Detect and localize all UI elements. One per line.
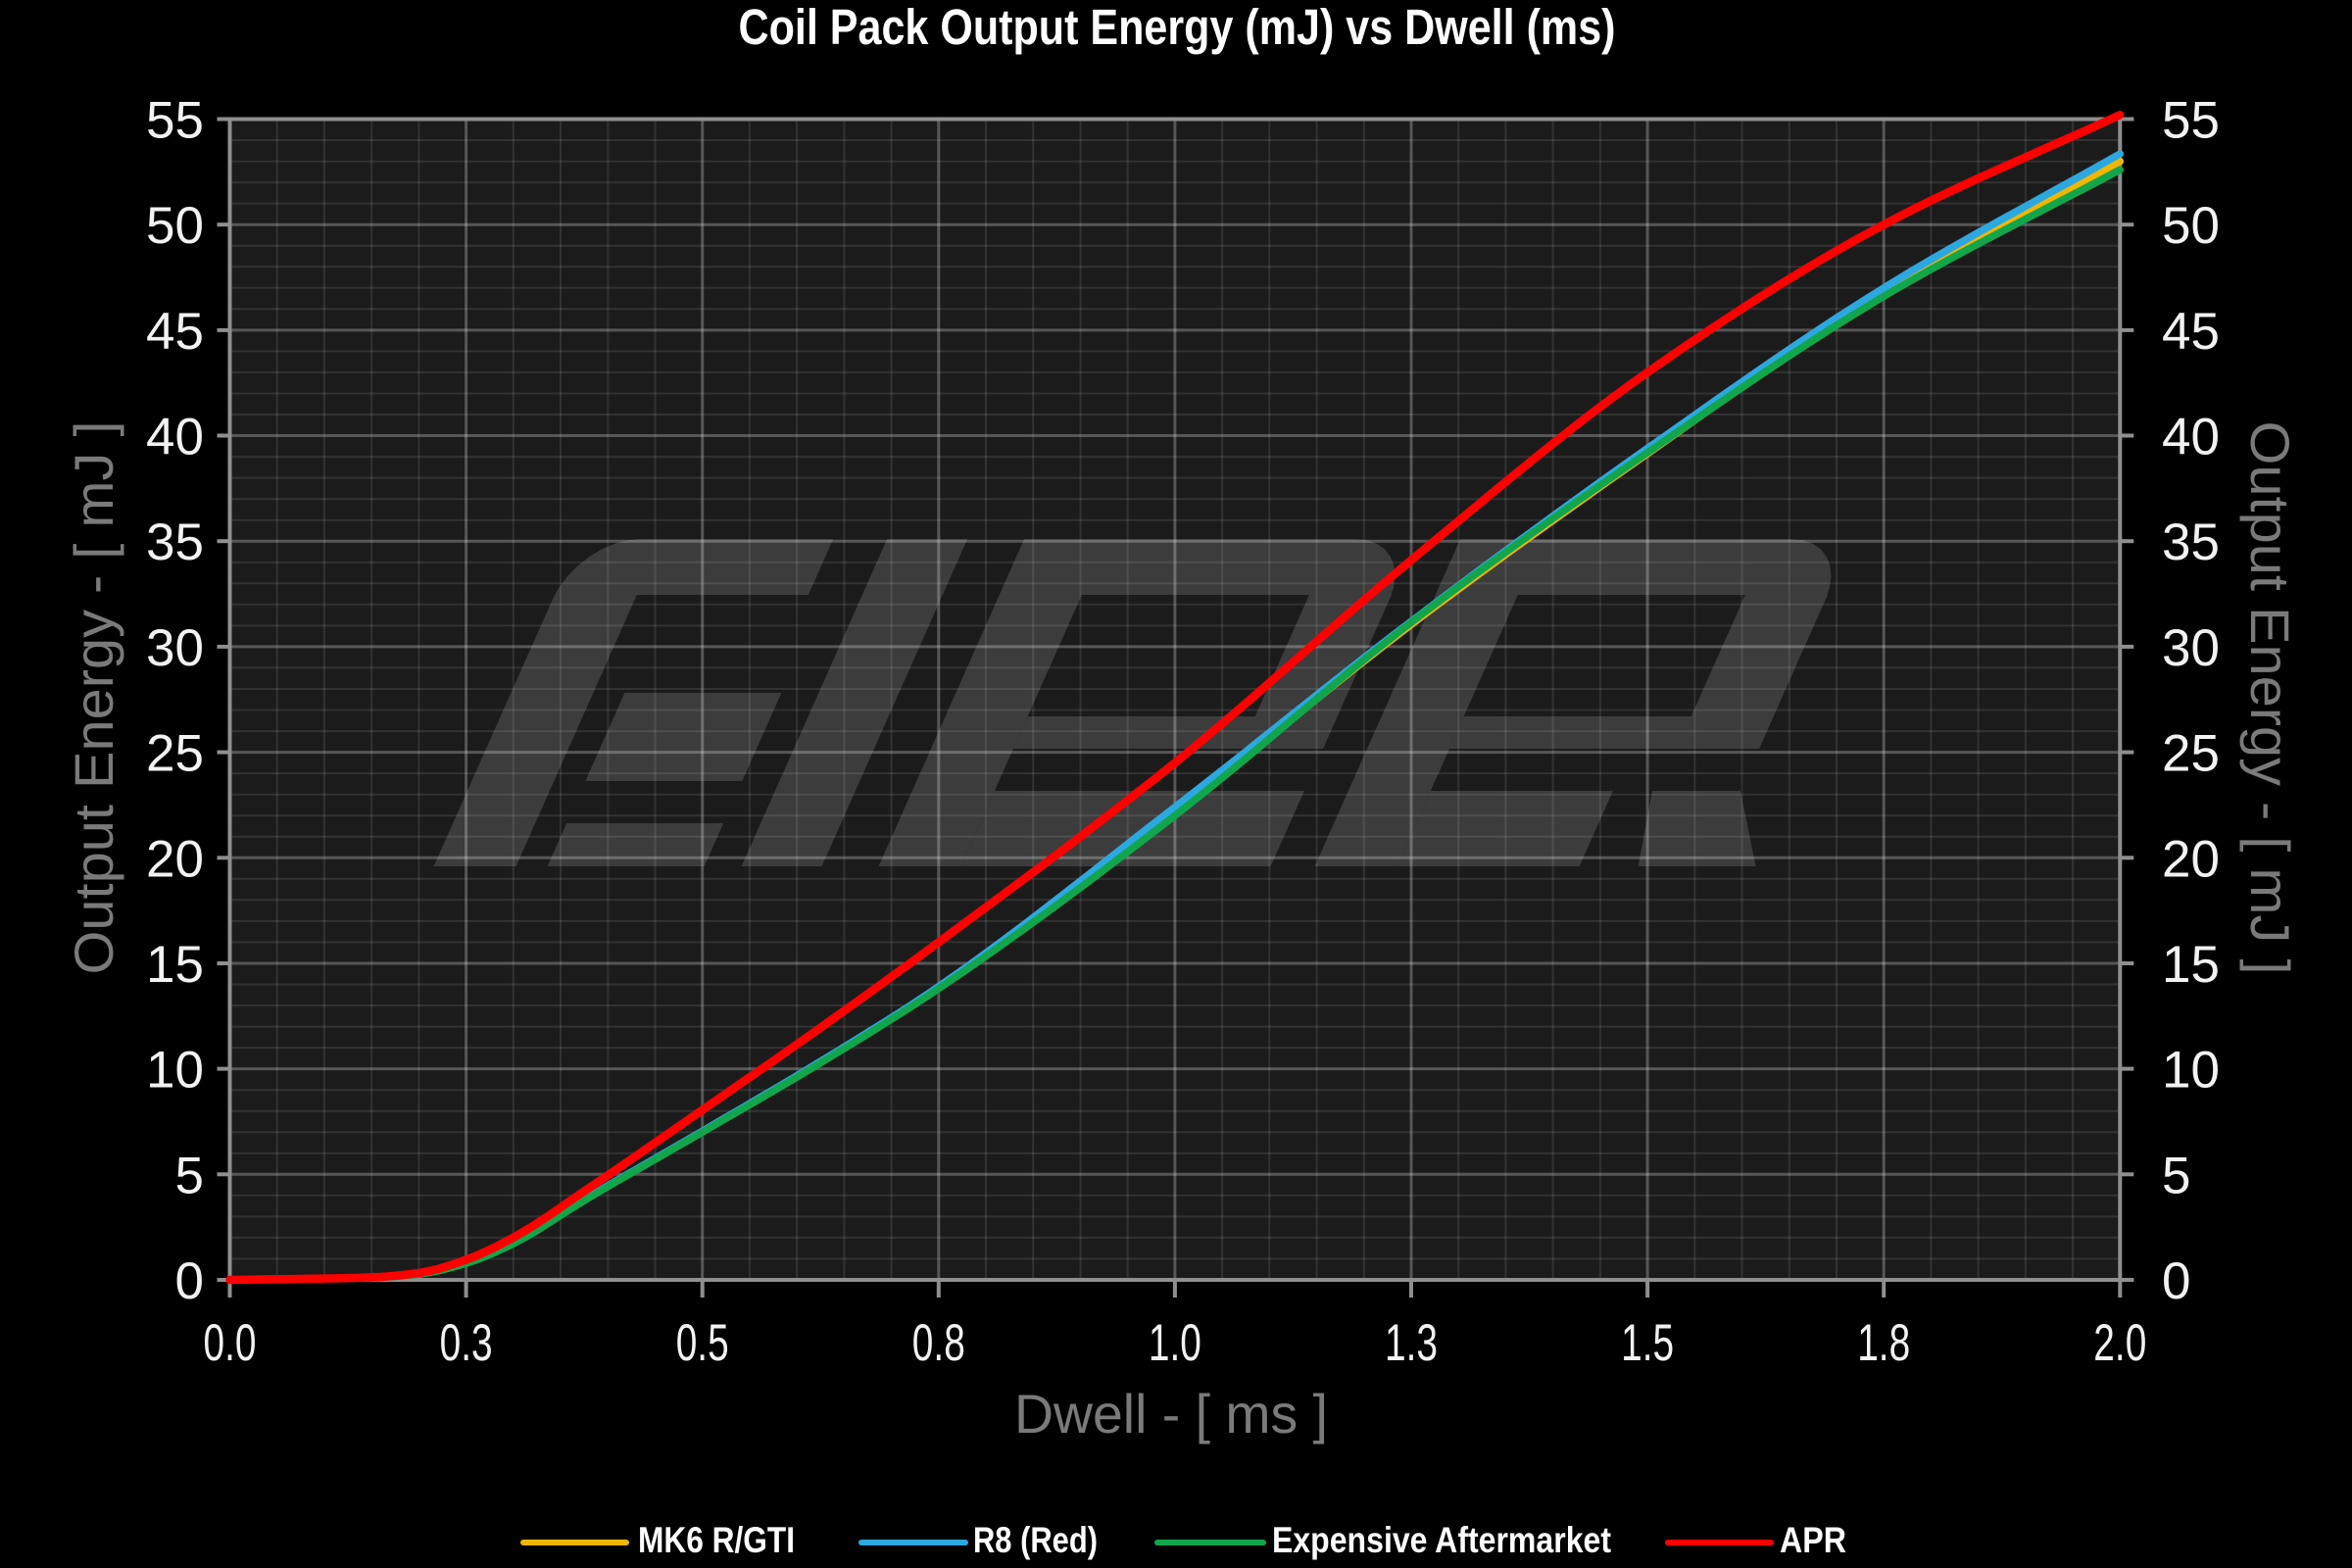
svg-text:5: 5: [2162, 1147, 2190, 1204]
svg-text:Output Energy - [ mJ ]: Output Energy - [ mJ ]: [63, 421, 124, 975]
svg-text:10: 10: [2162, 1042, 2220, 1100]
svg-text:25: 25: [2162, 725, 2220, 783]
svg-text:35: 35: [2162, 514, 2220, 571]
svg-text:50: 50: [146, 197, 204, 255]
svg-text:5: 5: [175, 1147, 204, 1204]
svg-text:0.0: 0.0: [204, 1314, 257, 1372]
svg-text:40: 40: [2162, 409, 2220, 466]
svg-text:1.3: 1.3: [1385, 1314, 1438, 1372]
svg-text:APR: APR: [1780, 1520, 1846, 1560]
svg-text:Dwell - [ ms ]: Dwell - [ ms ]: [1014, 1383, 1328, 1445]
svg-text:1.0: 1.0: [1149, 1314, 1201, 1372]
svg-text:Output Energy - [ mJ ]: Output Energy - [ mJ ]: [2239, 421, 2301, 975]
svg-text:55: 55: [2162, 92, 2220, 150]
svg-text:20: 20: [2162, 830, 2220, 888]
svg-text:30: 30: [146, 619, 204, 677]
svg-text:0.3: 0.3: [440, 1314, 493, 1372]
svg-text:0: 0: [175, 1252, 204, 1310]
svg-text:0: 0: [2162, 1252, 2190, 1310]
svg-text:Coil Pack Output Energy (mJ) v: Coil Pack Output Energy (mJ) vs Dwell (m…: [739, 0, 1616, 55]
svg-text:35: 35: [146, 514, 204, 571]
svg-text:2.0: 2.0: [2093, 1314, 2146, 1372]
svg-text:0.8: 0.8: [912, 1314, 965, 1372]
svg-text:10: 10: [146, 1042, 204, 1100]
svg-text:40: 40: [146, 409, 204, 466]
svg-text:30: 30: [2162, 619, 2220, 677]
svg-text:1.8: 1.8: [1857, 1314, 1910, 1372]
svg-text:1.5: 1.5: [1621, 1314, 1674, 1372]
svg-text:15: 15: [2162, 936, 2220, 994]
svg-text:45: 45: [2162, 303, 2220, 361]
svg-text:Expensive Aftermarket: Expensive Aftermarket: [1272, 1520, 1611, 1560]
svg-text:R8 (Red): R8 (Red): [973, 1520, 1098, 1560]
svg-text:MK6 R/GTI: MK6 R/GTI: [638, 1520, 795, 1560]
svg-text:20: 20: [146, 830, 204, 888]
svg-text:55: 55: [146, 92, 204, 150]
svg-text:15: 15: [146, 936, 204, 994]
svg-text:25: 25: [146, 725, 204, 783]
svg-text:45: 45: [146, 303, 204, 361]
svg-text:50: 50: [2162, 197, 2220, 255]
svg-text:0.5: 0.5: [676, 1314, 729, 1372]
